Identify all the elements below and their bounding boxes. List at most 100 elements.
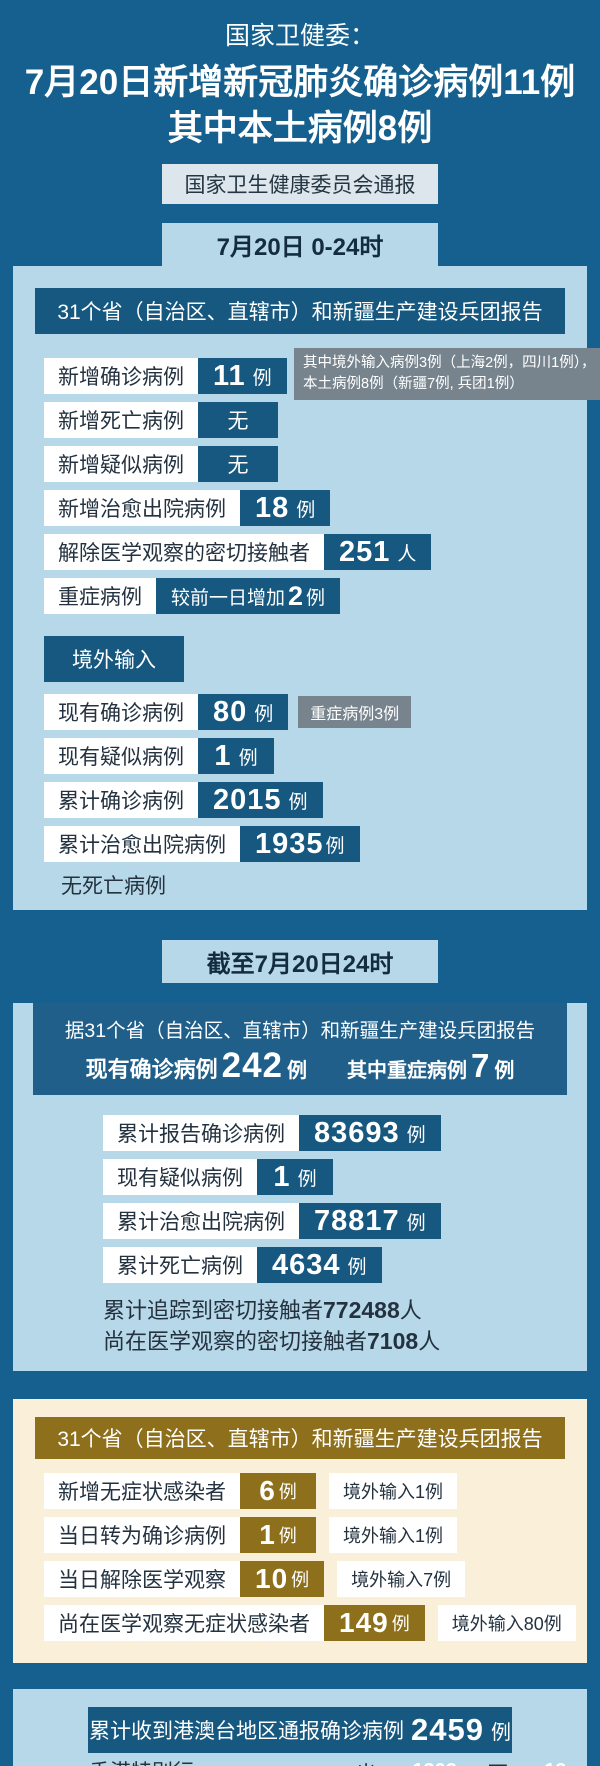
table-row: 新增治愈出院病例 18 例: [44, 490, 587, 526]
breakdown-note: 其中境外输入病例3例（上海2例，四川1例）， 本土病例8例（新疆7例, 兵团1例…: [294, 348, 600, 401]
imported-cases-tag: 境外输入: [44, 636, 184, 682]
header-text: 累计收到港澳台地区通报确诊病例: [89, 1720, 405, 1744]
value-unit: 例: [296, 499, 316, 521]
row-value: 10 例: [240, 1561, 325, 1598]
summary-label: 其中重症病例: [347, 1060, 468, 1082]
value-text: 无: [227, 454, 249, 477]
row-value: 83693 例: [299, 1115, 441, 1151]
table-row: 现有疑似病例 1 例: [44, 738, 587, 774]
summary-numbers-line: 现有确诊病例 242 例其中重症病例 7 例: [33, 1046, 567, 1086]
row-value: 无: [198, 402, 278, 438]
no-deaths-note: 无死亡病例: [61, 875, 166, 898]
value-unit: 例: [254, 703, 274, 725]
row-value: 251 人: [324, 534, 432, 570]
value-unit: 例: [252, 367, 272, 389]
table-row: 当日转为确诊病例 1 例 境外输入1例: [44, 1517, 587, 1554]
value-number: 11: [213, 359, 246, 392]
page-title: 7月20日新增新冠肺炎确诊病例11例 其中本土病例8例: [0, 60, 600, 151]
row-label: 新增无症状感染者: [44, 1473, 240, 1510]
summary-number: 7: [471, 1047, 491, 1084]
source-kicker: 国家卫健委：: [224, 22, 375, 50]
row-label: 累计死亡病例: [103, 1247, 257, 1283]
row-label: 新增治愈出院病例: [44, 490, 240, 526]
value-unit: 例: [278, 1526, 297, 1547]
section1-tab: 7月20日 0-24时: [162, 223, 438, 266]
row-label: 当日转为确诊病例: [44, 1517, 240, 1554]
imported-note: 境外输入1例: [329, 1473, 458, 1510]
row-value: 11 例: [198, 358, 287, 394]
table-row: 新增无症状感染者 6 例 境外输入1例: [44, 1473, 587, 1510]
header-unit: 例: [490, 1721, 511, 1744]
imported-note: 境外输入7例: [337, 1561, 466, 1598]
row-value: 无: [198, 446, 278, 482]
value-number: 83693: [314, 1116, 400, 1149]
row-label: 累计治愈出院病例: [44, 826, 240, 862]
row-value: 149 例: [324, 1605, 425, 1642]
row-value: 1 例: [257, 1159, 333, 1195]
note-line: 累计追踪到密切接触者772488人: [103, 1297, 422, 1323]
value-unit: 例: [325, 835, 345, 857]
title-line-2: 其中本土病例8例: [167, 108, 433, 148]
value-unit: 例: [238, 747, 258, 769]
value-unit: 例: [347, 1256, 367, 1278]
row-label: 新增死亡病例: [44, 402, 198, 438]
row-label: 现有确诊病例: [44, 694, 198, 730]
summary-label: 现有确诊病例: [85, 1057, 218, 1082]
row-value: 2015 例: [198, 782, 323, 818]
summary-number: 242: [221, 1046, 284, 1085]
value-number: 2015: [213, 783, 282, 816]
imported-note: 境外输入80例: [437, 1605, 576, 1642]
value-text: 无: [227, 410, 249, 433]
row-label: 累计报告确诊病例: [103, 1115, 299, 1151]
table-row: 重症病例 较前一日增加 2 例: [44, 578, 587, 614]
table-row: 累计死亡病例 4634 例: [103, 1247, 587, 1283]
row-label: 当日解除医学观察: [44, 1561, 240, 1598]
table-row: 新增疑似病例 无: [44, 446, 587, 482]
row-value: 78817 例: [299, 1203, 441, 1239]
row-value: 18 例: [240, 490, 331, 526]
section1-panel: 31个省（自治区、直辖市）和新疆生产建设兵团报告 新增确诊病例 11 例 其中境…: [13, 266, 600, 910]
close-contact-notes: 累计追踪到密切接触者772488人 尚在医学观察的密切接触者7108人: [103, 1295, 587, 1357]
summary-unit: 例: [287, 1060, 308, 1082]
row-label: 重症病例: [44, 578, 156, 614]
value-unit: 例: [278, 1482, 297, 1503]
issuer-badge: 国家卫生健康委员会通报: [162, 164, 438, 204]
summary-box: 据31个省（自治区、直辖市）和新疆生产建设兵团报告 现有确诊病例 242 例其中重症…: [33, 1003, 567, 1095]
value-unit: 例: [406, 1124, 426, 1146]
table-row: 累计确诊病例 2015 例: [44, 782, 587, 818]
severe-cases-tag: 重症病例3例: [298, 696, 412, 728]
value-unit: 例: [306, 587, 326, 609]
section4-panel: 累计收到港澳台地区通报确诊病例 2459 例 香港特别行政区 1958 例 出院…: [13, 1689, 587, 1766]
table-row: 新增死亡病例 无: [44, 402, 587, 438]
value-number: 10: [255, 1563, 289, 1595]
row-label: 解除医学观察的密切接触者: [44, 534, 324, 570]
table-row: 新增确诊病例 11 例 其中境外输入病例3例（上海2例，四川1例）， 本土病例8…: [44, 348, 600, 401]
row-label: 新增确诊病例: [44, 358, 198, 394]
row-value: 1 例: [198, 738, 274, 774]
row-label: 现有疑似病例: [44, 738, 198, 774]
value-unit: 例: [291, 1570, 310, 1591]
value-unit: 例: [288, 791, 308, 813]
section3-header-bar: 31个省（自治区、直辖市）和新疆生产建设兵团报告: [35, 1417, 565, 1460]
table-row: 现有疑似病例 1 例: [103, 1159, 587, 1195]
value-number: 18: [255, 491, 290, 524]
row-label: 新增疑似病例: [44, 446, 198, 482]
value-number: 1: [259, 1519, 276, 1551]
row-label: 尚在医学观察无症状感染者: [44, 1605, 324, 1642]
table-row: 尚在医学观察无症状感染者 149 例 境外输入80例: [44, 1605, 587, 1642]
row-value: 80 例: [198, 694, 289, 730]
value-number: 251: [339, 535, 391, 568]
row-value: 6 例: [240, 1473, 316, 1510]
section4-header-bar: 累计收到港澳台地区通报确诊病例 2459 例: [88, 1707, 512, 1754]
value-number: 4634: [272, 1248, 341, 1281]
value-prefix: 较前一日增加: [171, 587, 286, 609]
table-row: 累计报告确诊病例 83693 例: [103, 1115, 587, 1151]
title-line-1: 7月20日新增新冠肺炎确诊病例11例: [24, 63, 576, 102]
value-unit: 例: [391, 1614, 410, 1635]
value-number: 1: [273, 1160, 291, 1193]
row-value: 4634 例: [257, 1247, 382, 1283]
row-value: 1 例: [240, 1517, 316, 1554]
table-row: 现有确诊病例 80 例 重症病例3例: [44, 694, 587, 730]
value-number: 78817: [314, 1204, 400, 1237]
